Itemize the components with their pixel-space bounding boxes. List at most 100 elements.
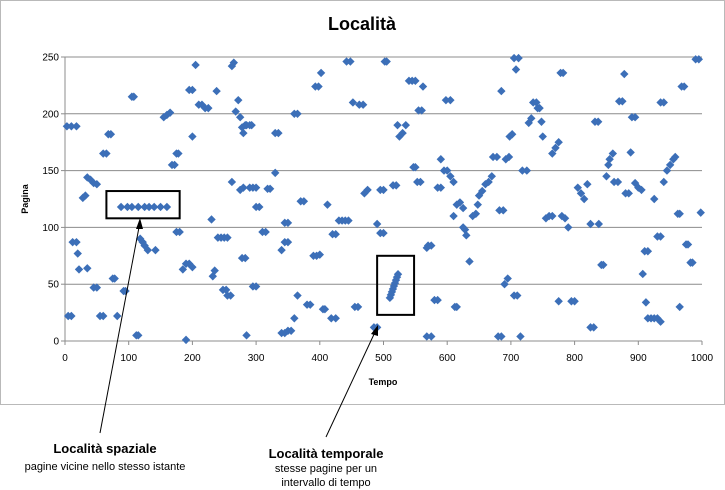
- data-point: [191, 60, 200, 70]
- data-point: [427, 241, 436, 250]
- data-point: [73, 249, 82, 258]
- temporal-arrow-line: [325, 329, 377, 438]
- data-point: [314, 82, 323, 91]
- data-point: [518, 166, 527, 175]
- grid-lines: [61, 56, 703, 345]
- data-point: [626, 148, 635, 157]
- data-point: [207, 215, 216, 224]
- data-point: [514, 53, 523, 63]
- data-point: [511, 65, 521, 74]
- data-point: [274, 128, 283, 138]
- data-point: [174, 149, 183, 158]
- data-point: [286, 326, 296, 335]
- data-point: [170, 160, 179, 170]
- data-point: [487, 172, 496, 181]
- x-tick-label: 400: [311, 353, 328, 364]
- data-point: [393, 270, 403, 279]
- data-point: [449, 211, 458, 221]
- data-point: [497, 332, 506, 341]
- data-point: [175, 227, 184, 237]
- data-point: [665, 160, 675, 170]
- data-point: [283, 218, 293, 228]
- data-point: [509, 53, 519, 63]
- data-point: [455, 198, 465, 207]
- data-point: [363, 185, 372, 195]
- data-point: [74, 265, 84, 274]
- data-point: [548, 211, 557, 221]
- x-tick-label: 300: [248, 353, 265, 364]
- data-point: [535, 103, 544, 113]
- y-tick-label: 250: [42, 53, 59, 64]
- data-point: [241, 253, 250, 263]
- data-point: [229, 58, 239, 67]
- data-point: [599, 260, 608, 270]
- data-point: [81, 191, 90, 200]
- data-point: [497, 86, 506, 96]
- data-point: [316, 68, 326, 78]
- data-point: [538, 132, 547, 141]
- data-point: [358, 100, 368, 109]
- data-point: [576, 189, 586, 198]
- y-tick-label: 200: [42, 109, 59, 120]
- data-point: [427, 332, 436, 341]
- data-point: [659, 98, 668, 107]
- data-point: [226, 291, 235, 300]
- spatial-arrow-head: [136, 218, 143, 229]
- data-point: [503, 274, 512, 283]
- data-point: [613, 177, 623, 187]
- data-point: [221, 285, 231, 295]
- data-point: [436, 155, 446, 164]
- data-point: [662, 166, 672, 175]
- data-point: [72, 237, 81, 247]
- data-point: [99, 311, 108, 321]
- x-tick-label: 500: [375, 353, 392, 364]
- x-tick-label: 800: [566, 353, 583, 364]
- spatial-locality-box: [105, 190, 181, 220]
- data-point: [641, 298, 651, 307]
- data-point: [271, 168, 280, 178]
- data-point: [346, 57, 355, 66]
- data-point: [583, 180, 592, 189]
- data-point: [320, 304, 330, 314]
- temporal-locality-title: Località temporale: [268, 446, 384, 461]
- data-point: [462, 231, 471, 240]
- data-point: [72, 122, 81, 131]
- data-point: [418, 82, 428, 91]
- data-point: [293, 109, 302, 118]
- data-point: [143, 245, 153, 255]
- spatial-locality-subtitle: pagine vicine nello stesso istante: [24, 461, 186, 473]
- data-point: [188, 132, 197, 141]
- data-point: [653, 314, 662, 323]
- x-tick-label: 900: [630, 353, 647, 364]
- data-point: [92, 283, 102, 292]
- data-point: [102, 149, 111, 158]
- data-points: [62, 53, 705, 345]
- data-point: [443, 166, 452, 175]
- data-point: [290, 314, 299, 323]
- temporal-arrow-head: [371, 325, 378, 336]
- x-tick-label: 1000: [691, 353, 714, 364]
- data-point: [331, 230, 340, 239]
- data-point: [234, 95, 243, 105]
- x-axis-label: Tempo: [369, 377, 398, 387]
- data-point: [227, 177, 237, 187]
- data-point: [67, 311, 76, 321]
- data-point: [436, 183, 446, 192]
- data-point: [353, 302, 363, 312]
- data-point: [513, 291, 522, 300]
- x-tick-label: 600: [439, 353, 456, 364]
- data-point: [306, 300, 315, 309]
- data-point: [411, 76, 420, 86]
- data-point: [537, 117, 546, 126]
- data-point: [554, 138, 563, 147]
- data-point: [688, 258, 697, 267]
- data-point: [604, 160, 613, 170]
- spatial-arrow-line: [99, 221, 141, 434]
- highlight-boxes: [105, 190, 416, 316]
- data-point: [255, 202, 264, 212]
- data-point: [541, 214, 551, 223]
- temporal-locality-subtitle: stesse pagine per un intervallo di tempo: [274, 463, 378, 489]
- data-point: [392, 181, 401, 190]
- data-point: [484, 177, 493, 187]
- data-point: [679, 82, 689, 91]
